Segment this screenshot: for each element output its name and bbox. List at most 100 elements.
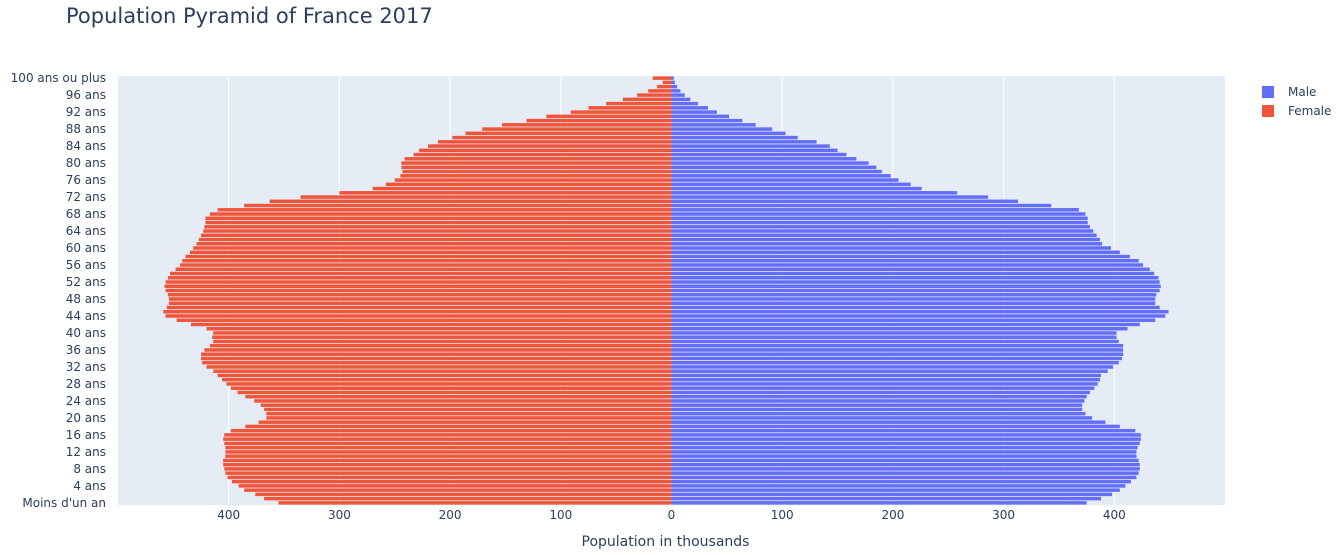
bar-male[interactable] [671, 182, 911, 187]
bar-female[interactable] [300, 195, 672, 199]
bar-male[interactable] [671, 322, 1140, 327]
bar-male[interactable] [671, 76, 674, 80]
bar-male[interactable] [671, 382, 1098, 386]
bar-female[interactable] [163, 309, 672, 314]
bar-female[interactable] [622, 97, 672, 102]
bar-female[interactable] [339, 191, 672, 195]
bar-male[interactable] [671, 110, 717, 114]
bar-male[interactable] [671, 229, 1094, 233]
bar-male[interactable] [671, 305, 1160, 310]
bar-male[interactable] [671, 233, 1097, 238]
bar-male[interactable] [671, 293, 1157, 297]
bar-male[interactable] [671, 373, 1102, 378]
bar-male[interactable] [671, 416, 1093, 420]
bar-female[interactable] [213, 369, 672, 373]
bar-female[interactable] [175, 267, 672, 272]
bar-male[interactable] [671, 267, 1150, 272]
bar-female[interactable] [225, 471, 672, 475]
bar-female[interactable] [165, 314, 672, 318]
bar-female[interactable] [164, 284, 672, 288]
bar-male[interactable] [671, 488, 1120, 492]
bar-male[interactable] [671, 161, 869, 165]
bar-female[interactable] [606, 101, 672, 106]
bar-female[interactable] [237, 390, 672, 395]
bar-female[interactable] [419, 148, 672, 153]
bar-female[interactable] [167, 276, 672, 280]
bar-female[interactable] [225, 450, 672, 454]
bar-female[interactable] [179, 263, 672, 267]
bar-male[interactable] [671, 288, 1160, 293]
bar-female[interactable] [452, 135, 672, 140]
bar-male[interactable] [671, 84, 678, 89]
bar-male[interactable] [671, 437, 1141, 441]
bar-female[interactable] [226, 382, 672, 386]
bar-female[interactable] [213, 339, 672, 344]
bar-male[interactable] [671, 407, 1083, 412]
bar-female[interactable] [227, 475, 672, 480]
bar-male[interactable] [671, 225, 1090, 229]
bar-female[interactable] [588, 106, 672, 110]
bar-male[interactable] [671, 411, 1086, 416]
bar-male[interactable] [671, 343, 1124, 348]
bar-male[interactable] [671, 318, 1156, 322]
bar-female[interactable] [224, 441, 672, 446]
bar-female[interactable] [266, 416, 672, 420]
bar-male[interactable] [671, 186, 922, 191]
bar-male[interactable] [671, 152, 847, 157]
bar-female[interactable] [166, 305, 672, 310]
bar-female[interactable] [224, 467, 672, 471]
bar-female[interactable] [245, 424, 672, 429]
bar-male[interactable] [671, 403, 1083, 407]
bar-female[interactable] [196, 242, 672, 246]
bar-female[interactable] [168, 297, 672, 301]
bar-female[interactable] [385, 182, 672, 187]
bar-female[interactable] [264, 496, 672, 501]
bar-male[interactable] [671, 169, 882, 174]
bar-female[interactable] [637, 93, 672, 97]
bar-male[interactable] [671, 428, 1136, 433]
bar-female[interactable] [254, 399, 672, 403]
bar-male[interactable] [671, 101, 699, 106]
bar-male[interactable] [671, 496, 1102, 501]
bar-female[interactable] [402, 169, 672, 174]
bar-male[interactable] [671, 118, 743, 123]
bar-female[interactable] [400, 174, 672, 178]
bar-male[interactable] [671, 135, 798, 140]
bar-male[interactable] [671, 458, 1139, 463]
bar-female[interactable] [225, 445, 672, 450]
bar-female[interactable] [401, 161, 672, 165]
bar-female[interactable] [225, 454, 672, 458]
bar-female[interactable] [170, 271, 672, 276]
bar-female[interactable] [404, 157, 672, 161]
bar-female[interactable] [202, 360, 672, 365]
bar-female[interactable] [165, 280, 672, 284]
bar-female[interactable] [255, 492, 672, 497]
bar-male[interactable] [671, 220, 1088, 225]
bar-male[interactable] [671, 390, 1090, 395]
bar-female[interactable] [260, 403, 672, 407]
bar-female[interactable] [204, 225, 672, 229]
bar-male[interactable] [671, 123, 756, 127]
bar-female[interactable] [176, 318, 672, 322]
bar-female[interactable] [465, 131, 672, 136]
bar-female[interactable] [223, 462, 672, 467]
bar-female[interactable] [502, 123, 672, 127]
bar-male[interactable] [671, 93, 685, 97]
bar-female[interactable] [168, 301, 672, 305]
bar-male[interactable] [671, 242, 1103, 246]
bar-female[interactable] [230, 386, 672, 390]
bar-female[interactable] [269, 199, 672, 204]
bar-female[interactable] [394, 178, 672, 182]
bar-female[interactable] [223, 458, 672, 463]
bar-female[interactable] [258, 420, 672, 424]
bar-female[interactable] [224, 433, 672, 437]
bar-female[interactable] [278, 501, 672, 505]
bar-male[interactable] [671, 191, 958, 195]
bar-male[interactable] [671, 144, 830, 148]
bar-male[interactable] [671, 254, 1130, 259]
bar-female[interactable] [209, 343, 672, 348]
bar-male[interactable] [671, 203, 1052, 208]
bar-female[interactable] [201, 233, 672, 238]
bar-female[interactable] [437, 140, 672, 144]
bar-female[interactable] [191, 322, 672, 327]
